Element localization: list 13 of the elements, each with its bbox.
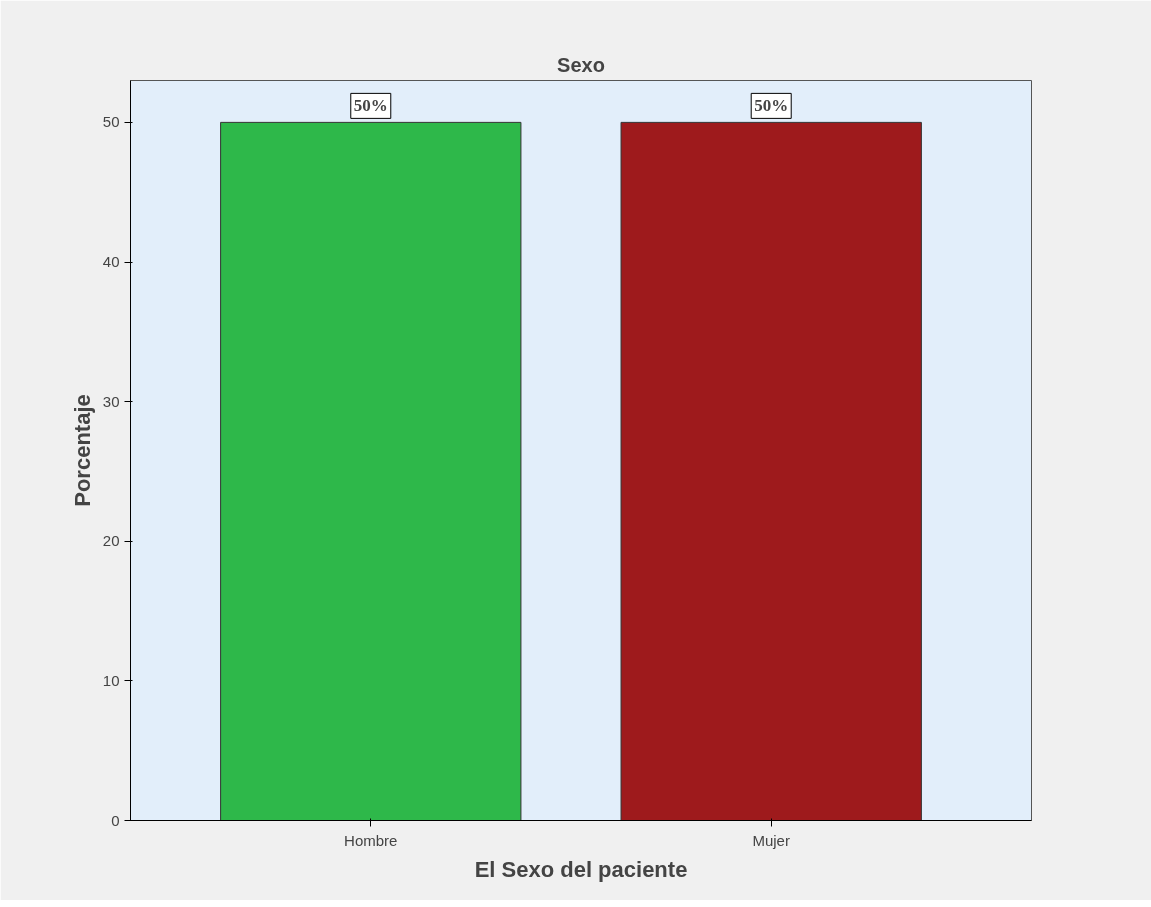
- y-tick-label: 40: [102, 253, 120, 271]
- y-tick-label: 50: [102, 113, 120, 131]
- y-tick-label: 20: [102, 532, 120, 550]
- y-tick-label: 10: [102, 671, 120, 689]
- y-tick-label: 0: [111, 811, 120, 829]
- y-axis-title: Porcentaje: [69, 394, 95, 507]
- x-tick-label: Hombre: [344, 831, 398, 849]
- x-axis-title: El Sexo del paciente: [474, 856, 688, 882]
- chart-title: Sexo: [557, 53, 605, 76]
- x-tick-label: Mujer: [752, 831, 790, 849]
- data-label: 50%: [353, 96, 388, 116]
- y-tick-label: 30: [102, 392, 120, 410]
- data-label: 50%: [754, 96, 789, 116]
